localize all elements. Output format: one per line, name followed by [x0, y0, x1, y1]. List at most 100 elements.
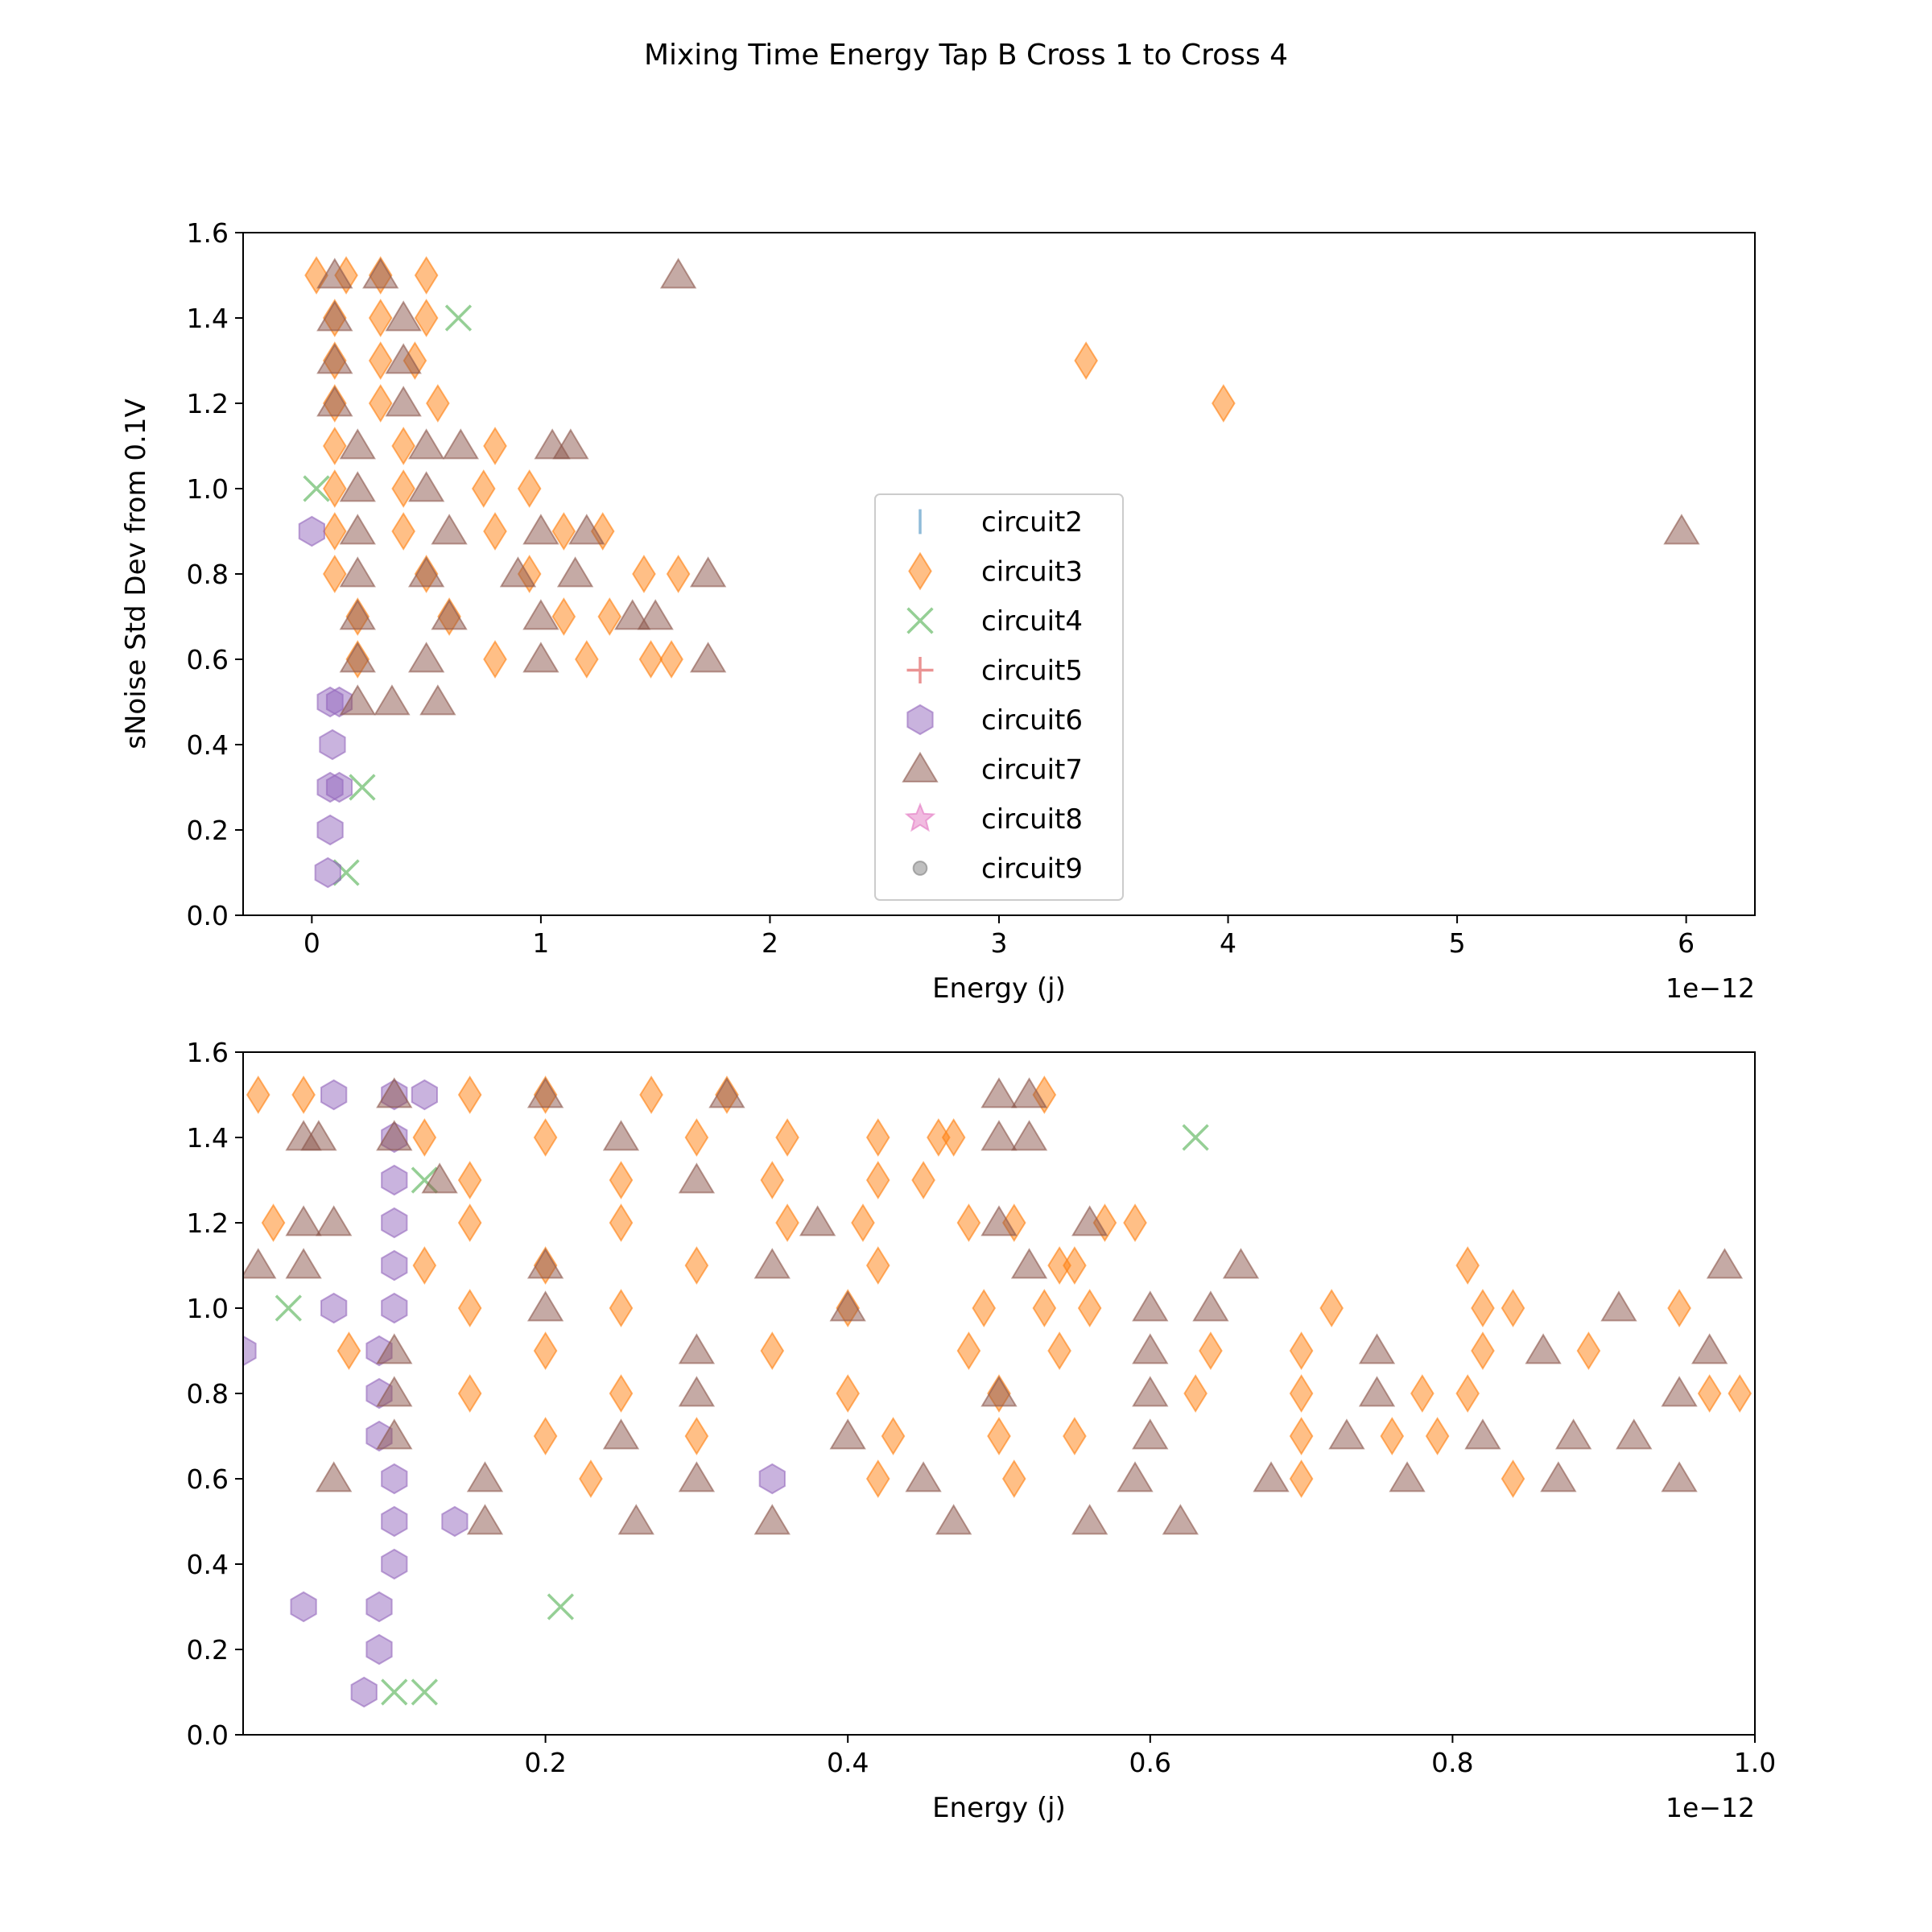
- top-point-circuit3: [632, 555, 656, 593]
- bottom-point-circuit3: [1471, 1289, 1495, 1327]
- bottom-point-circuit7: [829, 1290, 866, 1322]
- top-point-circuit6: [298, 515, 325, 547]
- top-point-circuit3: [597, 597, 622, 636]
- bottom-point-circuit3: [972, 1289, 997, 1327]
- bottom-point-circuit3: [941, 1118, 966, 1157]
- bottom-point-circuit3: [684, 1246, 709, 1285]
- top-point-circuit7: [431, 514, 468, 545]
- bottom-point-circuit6: [381, 1164, 408, 1196]
- bottom-point-circuit3: [1289, 1459, 1314, 1498]
- bottom-point-circuit7: [829, 1418, 866, 1450]
- bottom-xtick-label: 0.2: [524, 1747, 566, 1778]
- bottom-point-circuit3: [865, 1246, 890, 1285]
- top-point-circuit7: [385, 300, 422, 332]
- bottom-point-circuit7: [466, 1504, 504, 1535]
- top-point-circuit3: [471, 469, 496, 508]
- bottom-point-circuit7: [799, 1205, 836, 1236]
- legend-label-circuit5: circuit5: [981, 655, 1083, 687]
- top-ytick-label: 1.0: [187, 473, 229, 505]
- bottom-point-circuit3: [1289, 1374, 1314, 1413]
- top-point-circuit3: [666, 555, 691, 593]
- top-point-circuit7: [316, 343, 353, 374]
- bottom-point-circuit7: [678, 1162, 716, 1194]
- bottom-point-circuit3: [1697, 1374, 1722, 1413]
- bottom-point-circuit3: [533, 1417, 558, 1455]
- legend-entry-circuit9: circuit9: [912, 853, 1083, 886]
- top-ytick-label: 0.2: [187, 815, 229, 846]
- legend-marker-circuit6: [906, 704, 934, 736]
- bottom-point-circuit7: [1117, 1461, 1154, 1492]
- top-point-circuit3: [414, 256, 439, 295]
- legend-entry-circuit8: circuit8: [904, 802, 1083, 836]
- bottom-point-circuit3: [1425, 1417, 1450, 1455]
- bottom-x-offset-label: 1e−12: [1666, 1792, 1755, 1823]
- bottom-xtick-label: 0.4: [827, 1747, 869, 1778]
- bottom-point-circuit7: [1010, 1248, 1048, 1279]
- top-point-circuit3: [483, 427, 507, 465]
- bottom-point-circuit7: [935, 1504, 972, 1535]
- bottom-point-circuit6: [381, 1207, 408, 1239]
- bottom-point-circuit3: [457, 1374, 482, 1413]
- legend-box: [874, 493, 1124, 901]
- bottom-point-circuit3: [533, 1331, 558, 1370]
- top-point-circuit3: [391, 469, 415, 508]
- top-point-circuit7: [339, 599, 376, 630]
- bottom-point-circuit7: [678, 1333, 716, 1364]
- top-point-circuit6: [325, 771, 353, 803]
- bottom-point-circuit6: [381, 1548, 408, 1580]
- top-point-circuit7: [431, 599, 468, 630]
- bottom-point-circuit6: [365, 1591, 393, 1623]
- bottom-point-circuit3: [865, 1118, 890, 1157]
- bottom-point-circuit3: [609, 1203, 634, 1242]
- legend-marker-circuit7: [902, 751, 939, 782]
- bottom-point-circuit3: [851, 1203, 875, 1242]
- top-ytick-label: 0.4: [187, 729, 229, 761]
- top-xtick-label: 5: [1449, 927, 1466, 959]
- bottom-point-circuit7: [708, 1077, 745, 1108]
- legend-marker-circuit9: [912, 861, 928, 876]
- bottom-point-circuit6: [381, 1505, 408, 1538]
- top-points: [298, 256, 1700, 889]
- legend-marker-circuit8: [904, 802, 936, 832]
- legend-marker-circuit5: [906, 657, 934, 683]
- bottom-point-circuit3: [609, 1289, 634, 1327]
- bottom-point-circuit7: [1616, 1418, 1653, 1450]
- bottom-point-circuit7: [1010, 1120, 1048, 1151]
- top-point-circuit6: [316, 814, 344, 846]
- bottom-point-circuit7: [1328, 1418, 1365, 1450]
- bottom-point-circuit3: [1576, 1331, 1601, 1370]
- top-point-circuit3: [659, 640, 683, 679]
- bottom-point-circuit6: [381, 1249, 408, 1282]
- bottom-point-circuit7: [1525, 1333, 1562, 1364]
- legend-entry-circuit7: circuit7: [902, 751, 1083, 786]
- bottom-ytick-label: 1.2: [187, 1208, 229, 1239]
- bottom-point-circuit7: [376, 1077, 413, 1108]
- bottom-series-circuit7: [243, 1077, 1744, 1535]
- bottom-point-circuit3: [1092, 1203, 1117, 1242]
- bottom-point-circuit7: [1358, 1376, 1396, 1407]
- top-point-circuit3: [414, 299, 439, 337]
- top-series-circuit7: [316, 258, 1700, 716]
- bottom-point-circuit3: [836, 1374, 861, 1413]
- top-point-circuit3: [426, 384, 450, 423]
- bottom-point-circuit3: [1471, 1331, 1495, 1370]
- bottom-point-circuit3: [1199, 1331, 1223, 1370]
- bottom-point-circuit3: [1032, 1289, 1057, 1327]
- bottom-point-circuit3: [1289, 1331, 1314, 1370]
- bottom-point-circuit7: [526, 1248, 564, 1279]
- top-point-circuit7: [339, 642, 376, 673]
- bottom-point-circuit3: [533, 1118, 558, 1157]
- bottom-point-circuit7: [753, 1248, 791, 1279]
- bottom-point-circuit7: [376, 1120, 413, 1151]
- top-point-circuit3: [638, 640, 663, 679]
- bottom-point-circuit3: [1047, 1331, 1071, 1370]
- bottom-point-circuit7: [1661, 1376, 1698, 1407]
- top-ytick-label: 1.2: [187, 388, 229, 419]
- bottom-point-circuit7: [1132, 1333, 1169, 1364]
- bottom-point-circuit7: [376, 1333, 413, 1364]
- bottom-ytick-label: 1.0: [187, 1293, 229, 1324]
- bottom-point-circuit7: [1192, 1290, 1229, 1322]
- bottom-point-circuit3: [865, 1459, 890, 1498]
- legend-label-circuit2: circuit2: [981, 506, 1083, 539]
- top-point-circuit3: [323, 427, 347, 465]
